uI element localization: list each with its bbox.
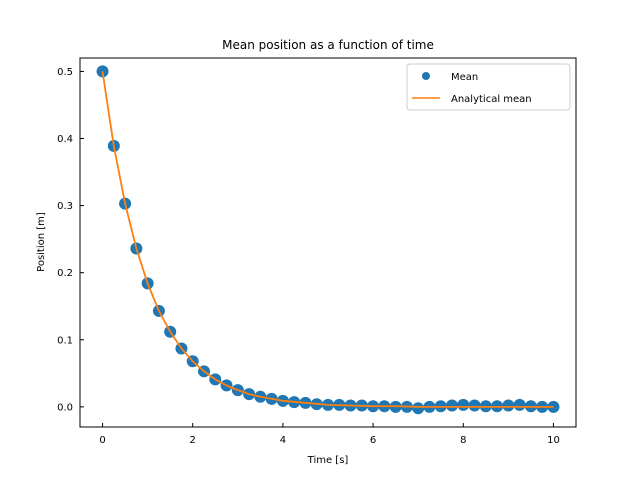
x-tick-label: 2 (190, 435, 196, 446)
legend-box (406, 63, 571, 111)
y-tick-label: 0.1 (57, 335, 73, 346)
mean-point (457, 398, 470, 411)
legend-marker-mean (422, 72, 430, 80)
mean-point (502, 399, 515, 412)
x-tick-label: 10 (547, 435, 560, 446)
mean-point (468, 399, 481, 412)
chart-title: Mean position as a function of time (222, 38, 434, 52)
y-tick-label: 0.2 (57, 268, 73, 279)
x-tick-label: 6 (370, 435, 376, 446)
plot-inner (96, 65, 560, 415)
y-tick-label: 0.3 (57, 201, 73, 212)
mean-point (513, 398, 526, 411)
y-tick-label: 0.5 (57, 67, 73, 78)
y-tick-label: 0.4 (57, 134, 73, 145)
mean-point (412, 402, 425, 415)
y-tick-label: 0.0 (57, 402, 73, 413)
y-axis-label: Position [m] (36, 212, 47, 272)
analytical-mean-line (101, 71, 554, 408)
x-tick-label: 0 (99, 435, 105, 446)
legend-label-analytical: Analytical mean (451, 94, 532, 105)
plot-area (96, 65, 560, 415)
x-tick-label: 8 (460, 435, 466, 446)
axis-ticks: 0 2 4 6 8 10 0.0 0.1 0.2 0.3 0.4 0.5 (57, 67, 560, 446)
mean-point (446, 399, 458, 412)
x-axis-label: Time [s] (307, 455, 349, 466)
legend-label-mean: Mean (451, 72, 478, 83)
x-tick-label: 4 (280, 435, 286, 446)
axes-frame (79, 57, 577, 428)
legend: Mean Analytical mean (406, 63, 571, 111)
